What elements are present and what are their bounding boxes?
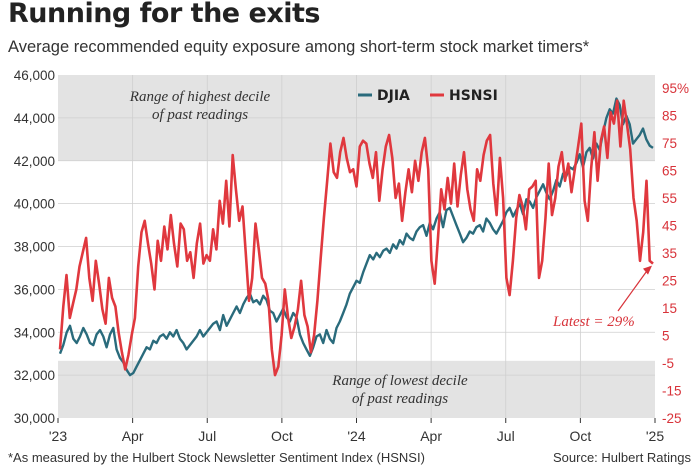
chart-subtitle: Average recommended equity exposure amon… xyxy=(8,38,590,56)
right-tick-label: 15 xyxy=(662,301,677,316)
series-line-djia xyxy=(58,97,654,377)
x-tick-label: '23 xyxy=(49,428,67,444)
source-note: Source: Hulbert Ratings xyxy=(552,450,691,465)
high-band-label-line2: of past readings xyxy=(152,107,248,123)
left-tick-label: 38,000 xyxy=(14,240,55,255)
low-band-label-line2: of past readings xyxy=(352,391,448,407)
right-tick-label: 45 xyxy=(662,219,677,234)
left-tick-label: 30,000 xyxy=(14,411,55,426)
left-tick-label: 34,000 xyxy=(14,325,55,340)
left-tick-label: 36,000 xyxy=(14,282,55,297)
series-line-hsnsi xyxy=(58,99,654,377)
left-tick-label: 32,000 xyxy=(14,368,55,383)
legend-label-hsnsi: HSNSI xyxy=(449,88,498,104)
x-tick-label: Apr xyxy=(122,428,144,444)
right-tick-label: -25 xyxy=(662,411,682,426)
latest-arrow-line xyxy=(617,266,651,312)
right-tick-label: 5 xyxy=(662,329,670,344)
right-tick-label: 95% xyxy=(662,81,689,96)
right-tick-label: -15 xyxy=(662,384,682,399)
chart-title: Running for the exits xyxy=(8,0,320,29)
latest-value-annotation: Latest = 29% xyxy=(552,314,635,330)
latest-arrow-head xyxy=(643,265,652,275)
x-tick-label: Jul xyxy=(198,428,216,444)
left-tick-label: 46,000 xyxy=(14,68,55,83)
left-tick-label: 40,000 xyxy=(14,197,55,212)
legend-label-djia: DJIA xyxy=(377,88,410,104)
right-tick-label: 55 xyxy=(662,191,677,206)
low-band-label-line1: Range of lowest decile xyxy=(331,373,468,389)
x-tick-label: '24 xyxy=(347,428,365,444)
right-tick-label: 75 xyxy=(662,136,677,151)
left-tick-label: 44,000 xyxy=(14,111,55,126)
x-tick-label: Apr xyxy=(420,428,442,444)
right-tick-label: 65 xyxy=(662,164,677,179)
x-tick-label: Oct xyxy=(271,428,293,444)
x-tick-label: '25 xyxy=(646,428,664,444)
high-band-label-line1: Range of highest decile xyxy=(129,89,271,105)
footnote: *As measured by the Hulbert Stock Newsle… xyxy=(8,450,425,465)
right-tick-label: -5 xyxy=(662,356,674,371)
x-tick-label: Oct xyxy=(569,428,591,444)
x-tick-label: Jul xyxy=(497,428,515,444)
right-tick-label: 85 xyxy=(662,109,677,124)
right-tick-label: 35 xyxy=(662,246,677,261)
right-tick-label: 25 xyxy=(662,274,677,289)
left-tick-label: 42,000 xyxy=(14,154,55,169)
